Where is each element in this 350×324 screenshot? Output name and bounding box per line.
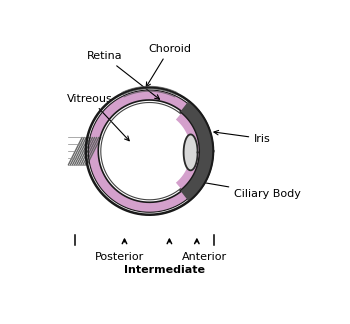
Text: Retina: Retina	[87, 51, 160, 99]
Text: Choroid: Choroid	[146, 44, 191, 87]
Text: Iris: Iris	[214, 131, 271, 144]
Text: Ciliary Body: Ciliary Body	[195, 180, 301, 199]
Text: Vitreous: Vitreous	[67, 94, 129, 141]
Text: Anterior: Anterior	[182, 252, 227, 262]
Polygon shape	[88, 90, 198, 212]
Text: Posterior: Posterior	[95, 252, 144, 262]
Polygon shape	[184, 134, 198, 170]
Text: Intermediate: Intermediate	[124, 265, 205, 275]
Polygon shape	[180, 101, 213, 201]
Polygon shape	[176, 112, 201, 190]
